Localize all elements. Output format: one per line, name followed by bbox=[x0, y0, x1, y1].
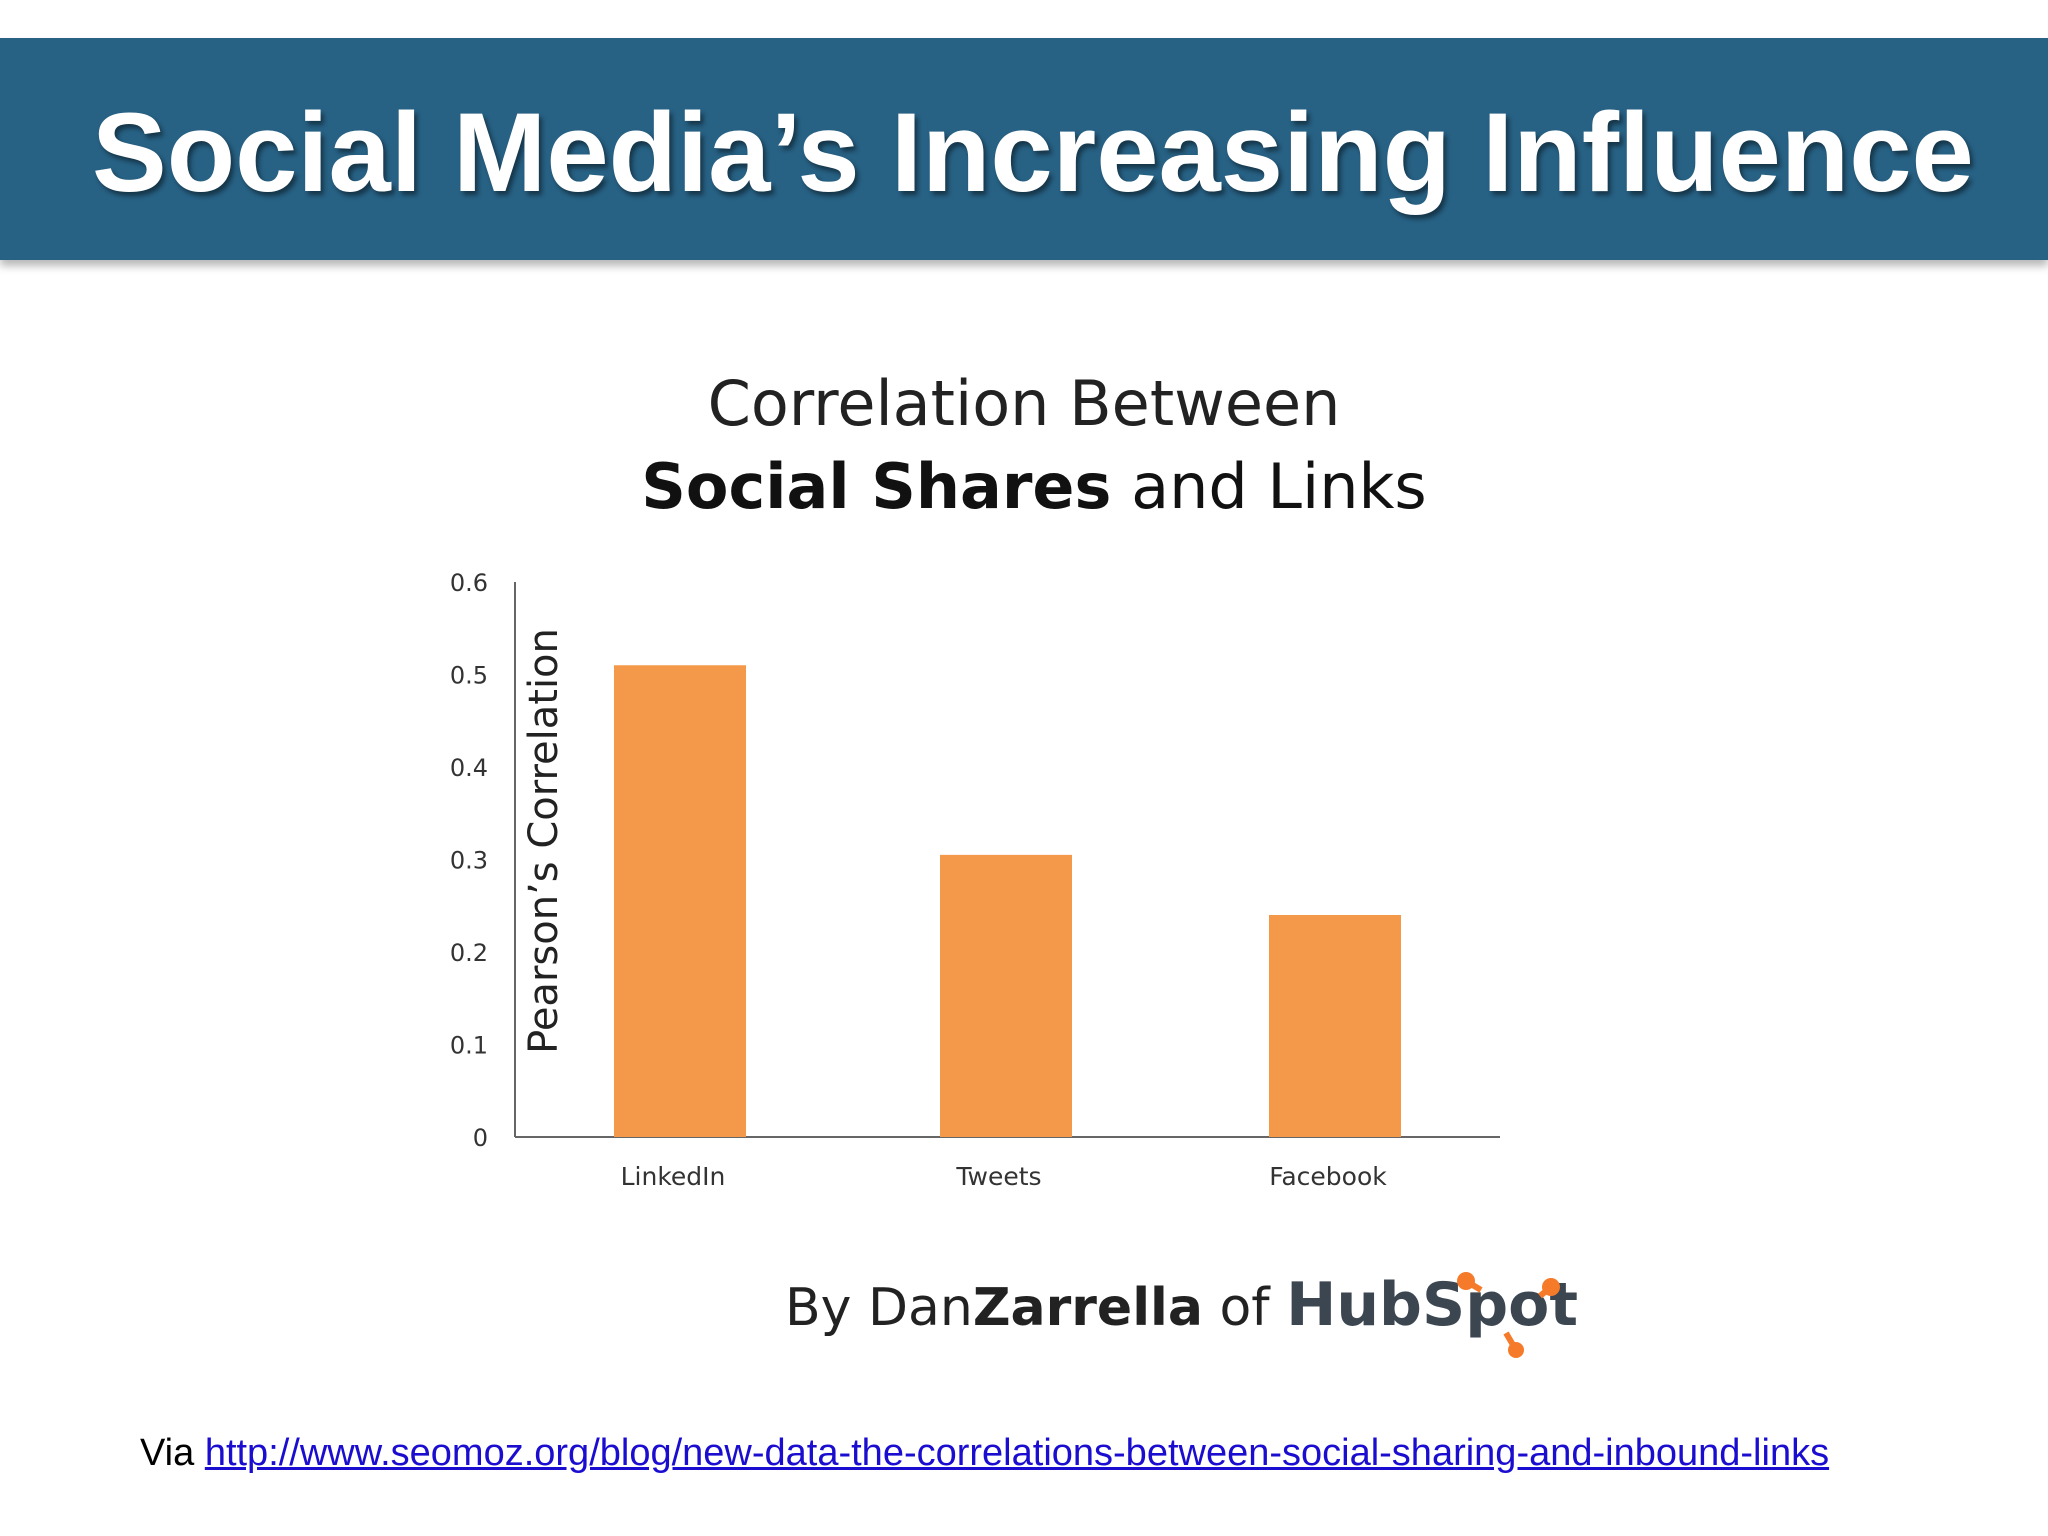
y-tick-labels: 0 0.1 0.2 0.3 0.4 0.5 0.6 bbox=[450, 569, 488, 1152]
y-tick-label: 0.1 bbox=[450, 1032, 488, 1060]
source-link[interactable]: http://www.seomoz.org/blog/new-data-the-… bbox=[204, 1432, 1830, 1474]
via-label: Via bbox=[140, 1432, 195, 1474]
y-tick-label: 0 bbox=[473, 1124, 488, 1152]
title-banner bbox=[0, 38, 2048, 260]
chart-title-line1: Correlation Between bbox=[708, 367, 1341, 440]
y-tick-label: 0.2 bbox=[450, 939, 488, 967]
category-label-facebook: Facebook bbox=[1269, 1162, 1387, 1191]
hubspot-sprocket-icon bbox=[1457, 1272, 1560, 1358]
bar-tweets bbox=[940, 854, 1072, 1137]
slide-title: Social Media’s Increasing Influence bbox=[92, 90, 1974, 215]
chart-title-line2: Social Shares and Links bbox=[641, 450, 1426, 523]
bar-linkedin bbox=[614, 665, 746, 1137]
credit-of: of bbox=[1203, 1278, 1286, 1338]
chart-title-bold: Social Shares bbox=[641, 450, 1111, 523]
category-label-tweets: Tweets bbox=[955, 1162, 1041, 1191]
y-axis-title: Pearson’s Correlation bbox=[521, 628, 567, 1054]
y-tick-label: 0.3 bbox=[450, 847, 488, 875]
hubspot-brand: HubSpot bbox=[1286, 1270, 1578, 1340]
category-labels: LinkedIn Tweets Facebook bbox=[621, 1162, 1388, 1191]
credit-name: Zarrella bbox=[973, 1278, 1203, 1338]
credit-line: By DanZarrella of HubSpot bbox=[785, 1270, 1578, 1340]
bars bbox=[614, 665, 1401, 1137]
y-tick-label: 0.6 bbox=[450, 569, 488, 597]
y-tick-label: 0.5 bbox=[450, 662, 488, 690]
credit-prefix: By Dan bbox=[785, 1278, 973, 1338]
bar-facebook bbox=[1269, 915, 1401, 1137]
category-label-linkedin: LinkedIn bbox=[621, 1162, 726, 1191]
source-line: Via http://www.seomoz.org/blog/new-data-… bbox=[140, 1428, 1829, 1478]
chart-title-rest: and Links bbox=[1111, 450, 1426, 523]
y-tick-label: 0.4 bbox=[450, 754, 488, 782]
